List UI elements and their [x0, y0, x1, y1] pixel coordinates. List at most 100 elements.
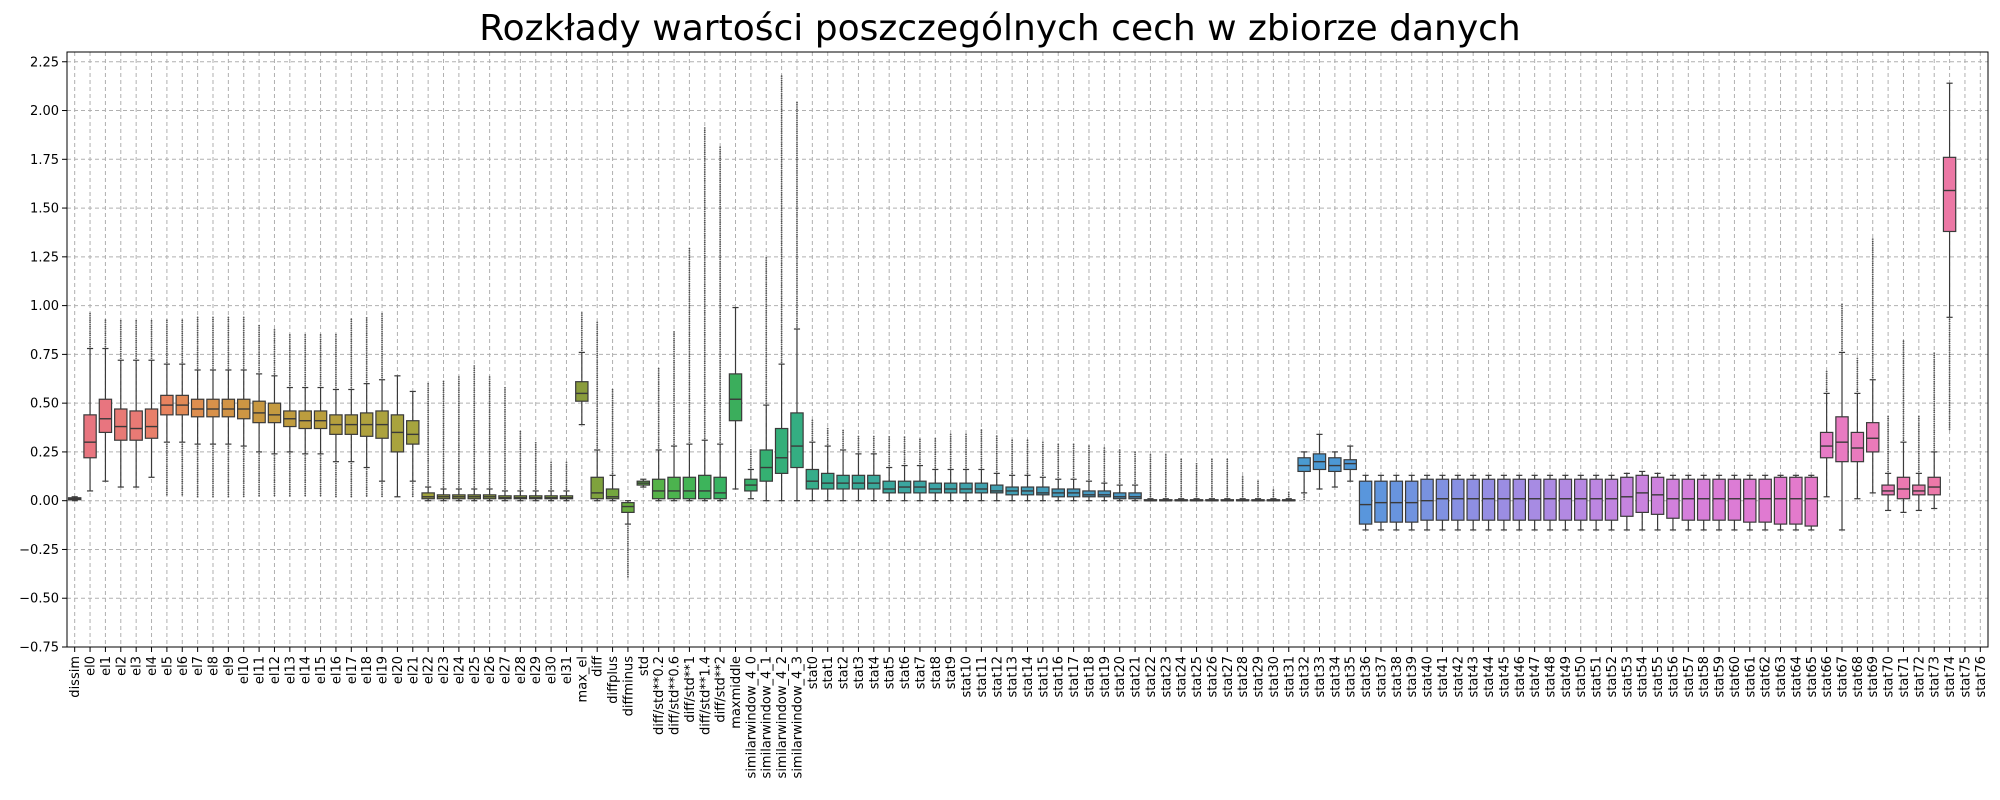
outlier-point — [181, 352, 184, 355]
outlier-point — [1103, 462, 1106, 465]
outlier-point — [1856, 357, 1859, 360]
outlier-point — [919, 451, 921, 454]
outlier-point — [596, 359, 599, 361]
iqr-box — [1896, 476, 1911, 500]
outlier-point — [196, 473, 199, 476]
outlier-point — [1933, 431, 1936, 434]
outlier-point — [319, 490, 322, 492]
outlier-point — [1118, 462, 1121, 465]
outlier-point — [473, 461, 476, 464]
outlier-point — [719, 388, 722, 391]
outlier-point — [811, 432, 814, 435]
outlier-point — [780, 209, 783, 212]
outlier-point — [335, 357, 337, 360]
outlier-point — [919, 458, 921, 461]
outlier-point — [980, 437, 983, 440]
outlier-point — [335, 493, 337, 496]
outlier-point — [350, 318, 353, 321]
outlier-point — [1041, 447, 1044, 450]
outlier-point — [381, 482, 383, 485]
box-stat8 — [928, 437, 943, 502]
outlier-point — [580, 329, 583, 332]
box-el12 — [267, 328, 282, 497]
outlier-point — [273, 492, 276, 495]
outlier-point — [673, 383, 675, 386]
outlier-point — [780, 328, 783, 331]
outlier-point — [488, 384, 491, 387]
iqr-box — [698, 474, 712, 500]
outlier-point — [719, 401, 722, 404]
outlier-point — [657, 367, 660, 370]
outlier-point — [89, 343, 91, 346]
outlier-point — [165, 356, 168, 359]
outlier-point — [473, 400, 476, 403]
iqr-box — [990, 484, 1004, 494]
outlier-point — [872, 446, 875, 449]
outlier-point — [719, 232, 722, 235]
outlier-point — [688, 344, 691, 347]
x-tick-label: stat52 — [1605, 656, 1620, 697]
outlier-point — [703, 195, 706, 198]
outlier-point — [796, 255, 798, 258]
outlier-point — [473, 424, 476, 427]
outlier-point — [1825, 379, 1828, 382]
box-el11 — [252, 324, 266, 497]
box-stat25 — [1189, 462, 1204, 502]
outlier-point — [765, 342, 768, 345]
outlier-point — [965, 433, 967, 436]
outlier-point — [1134, 473, 1136, 476]
outlier-point — [457, 464, 460, 466]
outlier-point — [212, 367, 214, 369]
outlier-point — [427, 448, 430, 451]
outlier-point — [627, 571, 629, 574]
outlier-point — [488, 468, 491, 471]
outlier-point — [473, 470, 476, 473]
outlier-point — [411, 486, 414, 489]
outlier-point — [273, 476, 276, 479]
outlier-point — [765, 283, 768, 286]
outlier-point — [242, 469, 245, 471]
outlier-point — [1902, 397, 1905, 400]
outlier-point — [442, 398, 445, 400]
outlier-point — [934, 444, 937, 447]
outlier-point — [1088, 471, 1090, 474]
outlier-point — [703, 186, 706, 189]
outlier-point — [688, 329, 691, 331]
outlier-point — [473, 450, 476, 453]
outlier-point — [212, 478, 214, 481]
outlier-point — [242, 336, 245, 339]
outlier-point — [719, 362, 722, 364]
outlier-point — [196, 367, 199, 369]
outlier-point — [473, 395, 476, 398]
outlier-point — [903, 438, 906, 441]
outlier-point — [1871, 361, 1874, 364]
outlier-point — [181, 337, 184, 339]
outlier-point — [703, 146, 706, 149]
outlier-point — [1933, 361, 1936, 363]
outlier-point — [1871, 302, 1874, 304]
outlier-point — [1211, 473, 1213, 476]
outlier-point — [703, 166, 706, 169]
outlier-point — [688, 419, 691, 422]
outlier-point — [765, 265, 768, 268]
box-stat18 — [1082, 445, 1096, 502]
outlier-point — [965, 459, 967, 462]
outlier-point — [365, 374, 368, 376]
outlier-point — [796, 169, 798, 172]
outlier-point — [1180, 495, 1183, 498]
outlier-point — [1149, 462, 1152, 465]
outlier-point — [995, 468, 998, 471]
outlier-point — [550, 481, 552, 484]
outlier-point — [365, 484, 368, 486]
outlier-point — [780, 185, 783, 188]
outlier-point — [1011, 463, 1014, 466]
outlier-point — [504, 446, 506, 449]
outlier-point — [749, 466, 752, 469]
outlier-point — [965, 464, 967, 467]
outlier-point — [1887, 450, 1890, 453]
outlier-point — [258, 346, 260, 349]
outlier-point — [196, 467, 199, 470]
outlier-point — [1118, 479, 1121, 482]
outlier-point — [627, 562, 629, 565]
outlier-point — [258, 470, 260, 473]
